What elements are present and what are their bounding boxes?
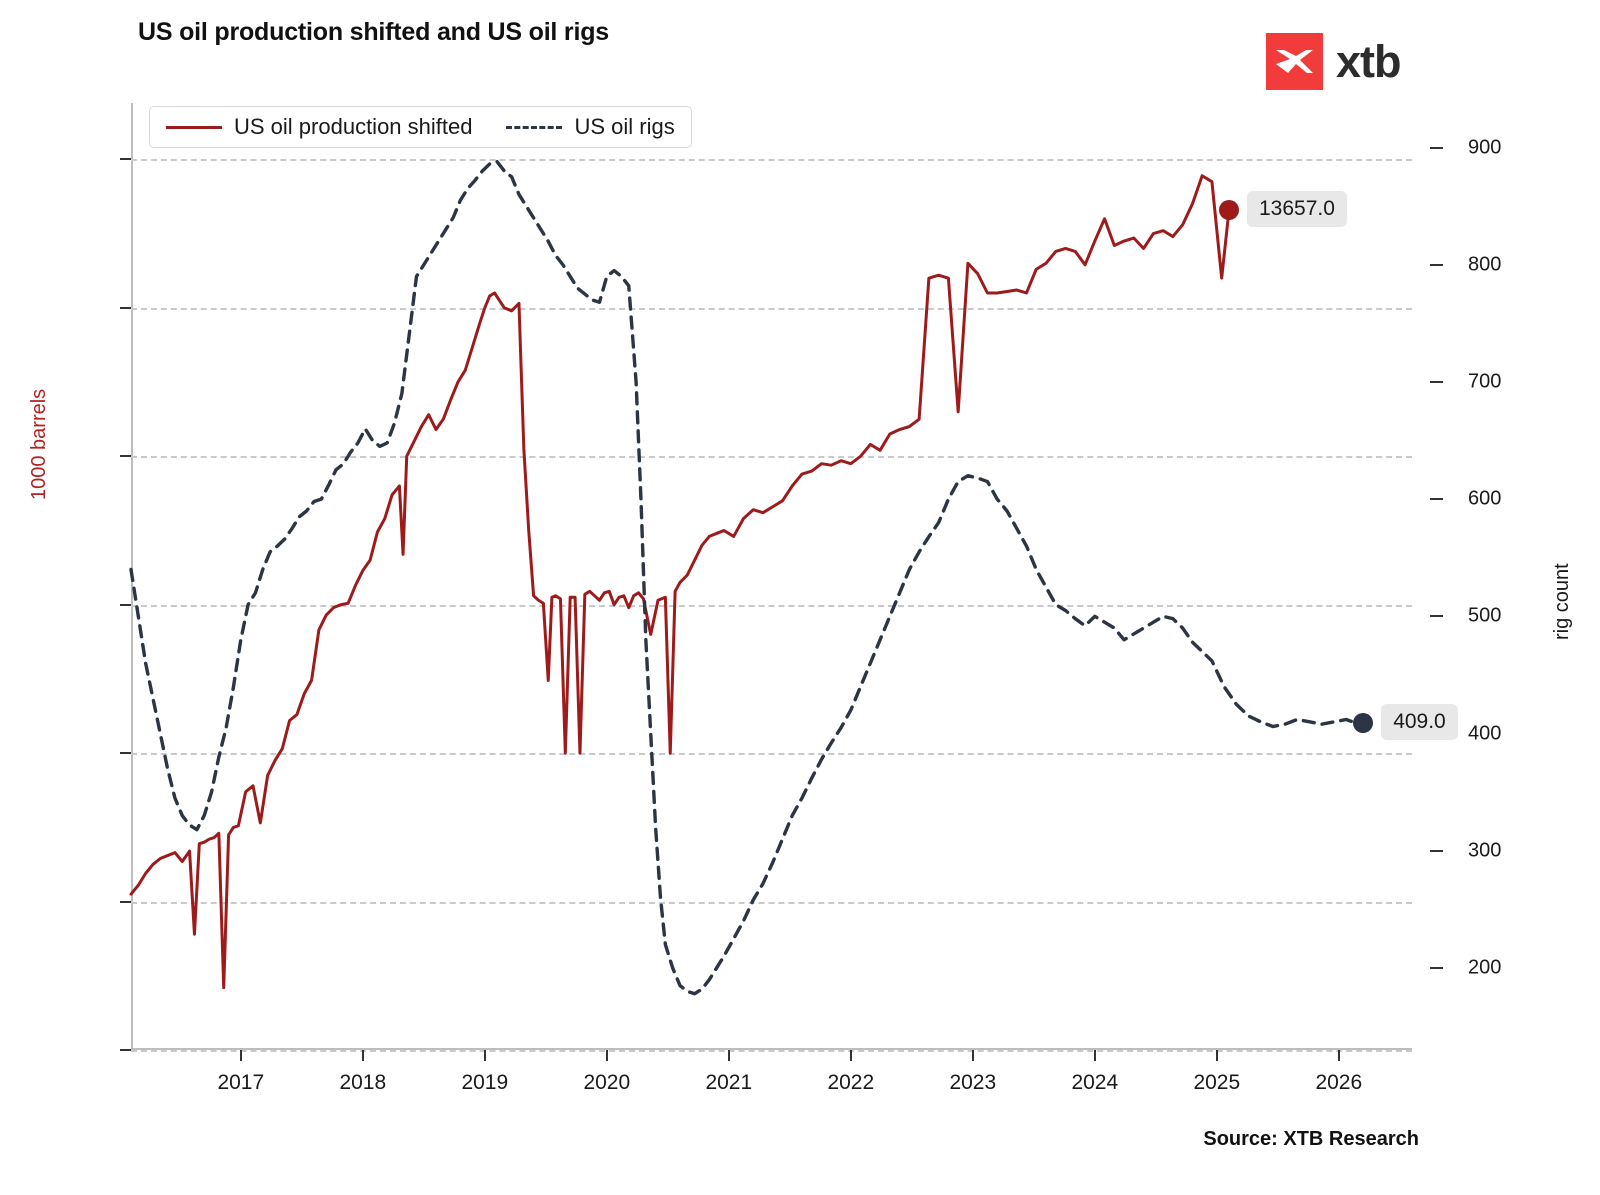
right-tick-mark [1430, 263, 1443, 266]
plot-background [131, 103, 1412, 1050]
right-tick-mark [1430, 849, 1443, 852]
x-tick-label: 2019 [461, 1071, 509, 1094]
x-tick-mark [1215, 1050, 1218, 1061]
gridline [131, 307, 1412, 310]
legend-swatch-dashed-icon [506, 125, 563, 129]
right-tick-label: 800 [1468, 253, 1502, 276]
x-tick-mark [605, 1050, 608, 1061]
x-tick-label: 2021 [705, 1071, 753, 1094]
legend-swatch-solid-icon [166, 125, 222, 129]
plot-area: 8,0009,00010,00011,00012,00013,00014,000… [120, 103, 1501, 1094]
x-tick-mark [239, 1050, 242, 1061]
x-tick-label: 2023 [949, 1071, 997, 1094]
x-tick-label: 2020 [583, 1071, 631, 1094]
x-tick-label: 2022 [827, 1071, 875, 1094]
left-tick-mark [120, 306, 131, 309]
right-tick-label: 200 [1468, 956, 1502, 979]
gridline [131, 1050, 1412, 1052]
right-axis-label: rig count [1551, 563, 1573, 640]
xtb-logo: xtb [1266, 33, 1401, 90]
left-axis-label: 1000 barrels [28, 388, 50, 500]
rigs-line [129, 159, 1365, 996]
left-tick-mark [120, 158, 131, 161]
right-tick-label: 900 [1468, 136, 1502, 159]
x-tick-label: 2024 [1071, 1071, 1119, 1094]
x-tick-label: 2025 [1193, 1071, 1241, 1094]
right-tick-mark [1430, 146, 1443, 149]
x-tick-mark [971, 1050, 974, 1061]
x-tick-mark [483, 1050, 486, 1061]
gridline [131, 753, 1412, 756]
gridline [131, 456, 1412, 459]
chart-legend: US oil production shifted US oil rigs [149, 106, 692, 148]
rigs-end-dot [1353, 713, 1374, 733]
x-tick-mark [727, 1050, 730, 1061]
left-tick-mark [120, 900, 131, 903]
bottom-axis-spine [131, 1048, 1412, 1050]
right-tick-label: 600 [1468, 487, 1502, 510]
left-tick-mark [120, 1049, 131, 1051]
left-tick-mark [120, 603, 131, 606]
right-tick-mark [1430, 615, 1443, 618]
x-tick-mark [1093, 1050, 1096, 1061]
right-tick-mark [1430, 380, 1443, 383]
x-tick-label: 2026 [1315, 1071, 1363, 1094]
gridline [131, 901, 1412, 904]
gridline [131, 159, 1412, 162]
rigs-end-value: 409.0 [1381, 704, 1458, 740]
right-tick-mark [1430, 966, 1443, 969]
xtb-wordmark: xtb [1336, 36, 1401, 87]
right-tick-label: 300 [1468, 839, 1502, 862]
production-line [129, 174, 1231, 990]
x-tick-label: 2017 [217, 1071, 265, 1094]
left-tick-mark [120, 455, 131, 458]
legend-label-rigs: US oil rigs [574, 114, 675, 139]
source-attribution: Source: XTB Research [1203, 1128, 1419, 1150]
production-end-value: 13657.0 [1247, 191, 1347, 228]
x-tick-label: 2018 [339, 1071, 387, 1094]
page-title: US oil production shifted and US oil rig… [138, 18, 609, 46]
x-tick-mark [361, 1050, 364, 1061]
legend-item-production[interactable]: US oil production shifted [166, 114, 472, 140]
legend-label-production: US oil production shifted [234, 114, 473, 139]
gridline [131, 604, 1412, 607]
right-tick-mark [1430, 498, 1443, 501]
x-tick-mark [849, 1050, 852, 1061]
x-tick-mark [1337, 1050, 1340, 1061]
right-tick-label: 400 [1468, 722, 1502, 745]
series-lines [129, 159, 1365, 996]
left-tick-mark [120, 752, 131, 755]
right-tick-label: 500 [1468, 604, 1502, 627]
right-tick-label: 700 [1468, 370, 1502, 393]
production-end-dot [1219, 200, 1239, 221]
legend-item-rigs[interactable]: US oil rigs [506, 114, 675, 140]
xtb-x-mark-icon [1266, 33, 1323, 90]
